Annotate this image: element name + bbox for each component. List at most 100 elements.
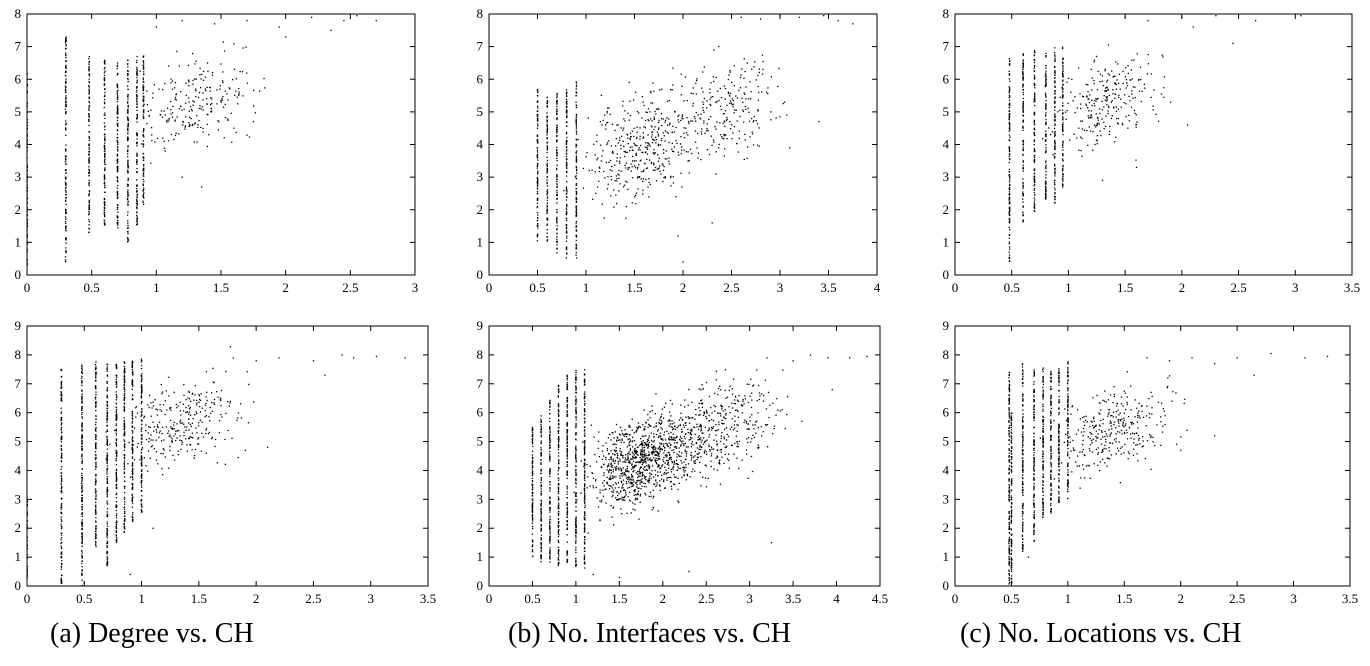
data-point — [126, 198, 129, 200]
data-point — [142, 178, 144, 181]
data-point — [103, 182, 106, 184]
data-point — [131, 422, 133, 424]
data-point — [191, 432, 194, 434]
data-point — [156, 426, 159, 428]
data-point — [152, 401, 154, 404]
data-point — [1105, 87, 1107, 89]
data-point — [645, 142, 647, 144]
data-point — [732, 132, 734, 134]
data-point — [141, 459, 143, 461]
data-point — [644, 119, 647, 122]
data-point — [106, 430, 109, 433]
data-point — [556, 152, 558, 154]
data-point — [81, 462, 83, 465]
data-point — [123, 417, 125, 419]
data-point — [142, 146, 145, 148]
data-point — [136, 223, 138, 226]
data-point — [1033, 168, 1036, 170]
data-point — [702, 71, 704, 73]
data-point — [103, 72, 106, 74]
data-point — [81, 399, 83, 401]
data-point — [1022, 62, 1024, 64]
data-point — [758, 71, 760, 74]
data-point — [1104, 99, 1106, 101]
data-point — [65, 123, 67, 125]
data-point — [1033, 159, 1036, 161]
data-point — [1105, 100, 1108, 102]
data-point — [177, 450, 179, 452]
data-point — [136, 193, 138, 195]
data-point — [1033, 113, 1036, 115]
scatter-points — [536, 15, 854, 263]
data-point — [176, 430, 178, 432]
data-point — [143, 111, 145, 114]
data-point — [657, 128, 660, 131]
data-point — [546, 131, 548, 134]
data-point — [653, 90, 655, 92]
data-point — [1062, 180, 1064, 182]
data-point — [136, 142, 138, 144]
data-point — [193, 455, 196, 457]
data-point — [585, 156, 587, 158]
data-point — [646, 167, 649, 169]
data-point — [1045, 56, 1047, 58]
data-point — [115, 535, 117, 537]
data-point — [536, 236, 539, 238]
data-point — [209, 86, 211, 89]
data-point — [651, 161, 653, 164]
data-point — [748, 120, 751, 122]
data-point — [1033, 205, 1036, 207]
data-point — [1157, 120, 1160, 122]
data-point — [1022, 170, 1025, 172]
data-point — [1121, 122, 1123, 125]
data-point — [743, 92, 745, 94]
data-point — [611, 151, 614, 154]
data-point — [537, 227, 539, 229]
data-point — [536, 164, 539, 167]
data-point — [664, 158, 666, 160]
data-point — [81, 579, 83, 581]
data-point — [566, 111, 568, 113]
data-point — [1091, 77, 1093, 79]
data-point — [777, 85, 779, 88]
data-point — [65, 222, 67, 225]
data-point — [697, 152, 700, 154]
data-point — [1009, 176, 1011, 178]
data-point — [123, 427, 126, 429]
data-point — [718, 143, 720, 146]
data-point — [106, 382, 108, 384]
data-point — [106, 370, 108, 372]
data-point — [173, 428, 175, 430]
data-point — [81, 508, 83, 510]
data-point — [546, 165, 549, 167]
data-point — [1062, 186, 1064, 188]
data-point — [546, 148, 548, 151]
data-point — [175, 403, 177, 406]
data-point — [123, 399, 125, 402]
data-point — [661, 163, 664, 165]
data-point — [81, 380, 83, 382]
data-point — [116, 167, 119, 169]
data-point — [88, 78, 90, 80]
data-point — [536, 89, 539, 92]
data-point — [1062, 64, 1064, 67]
data-point — [168, 395, 170, 397]
data-point — [196, 412, 198, 415]
data-point — [183, 108, 185, 110]
data-point — [103, 212, 105, 214]
data-point — [131, 446, 134, 449]
data-point — [603, 170, 605, 173]
data-point — [1113, 141, 1116, 143]
data-point — [237, 456, 239, 459]
data-point — [1045, 99, 1047, 102]
data-point — [81, 521, 83, 523]
data-point — [143, 417, 145, 419]
data-point — [639, 138, 641, 140]
data-point — [106, 482, 108, 484]
y-tick-label: 3 — [477, 169, 484, 184]
data-point — [655, 136, 657, 138]
data-point — [596, 140, 598, 143]
data-point — [65, 111, 67, 114]
data-point — [1133, 109, 1136, 112]
data-point — [175, 430, 177, 432]
